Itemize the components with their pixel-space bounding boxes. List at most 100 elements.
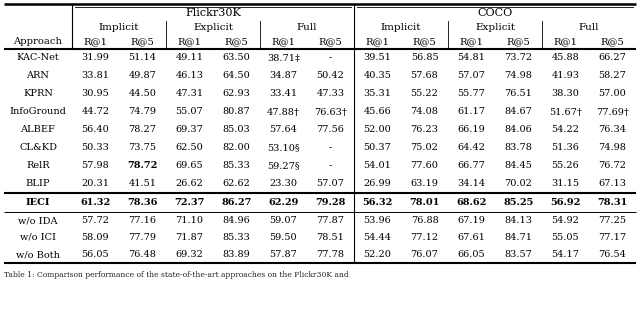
Text: 38.71‡: 38.71‡	[267, 53, 300, 62]
Text: Explicit: Explicit	[475, 24, 515, 33]
Text: R@1: R@1	[460, 38, 483, 46]
Text: KPRN: KPRN	[23, 90, 53, 99]
Text: 40.35: 40.35	[364, 71, 392, 80]
Text: 64.50: 64.50	[223, 71, 250, 80]
Text: 73.72: 73.72	[504, 53, 532, 62]
Text: 66.77: 66.77	[458, 161, 485, 171]
Text: 54.01: 54.01	[364, 161, 392, 171]
Text: 51.14: 51.14	[129, 53, 157, 62]
Text: 56.85: 56.85	[411, 53, 438, 62]
Text: 59.50: 59.50	[269, 233, 298, 242]
Text: 79.28: 79.28	[316, 198, 346, 207]
Text: 34.87: 34.87	[269, 71, 298, 80]
Text: 69.65: 69.65	[176, 161, 204, 171]
Text: 57.07: 57.07	[458, 71, 485, 80]
Text: R@1: R@1	[365, 38, 390, 46]
Text: 63.19: 63.19	[411, 180, 438, 189]
Text: 31.15: 31.15	[552, 180, 579, 189]
Text: 69.32: 69.32	[175, 250, 204, 259]
Text: 84.45: 84.45	[504, 161, 532, 171]
Text: 26.99: 26.99	[364, 180, 392, 189]
Text: 54.22: 54.22	[552, 125, 579, 134]
Text: 35.31: 35.31	[364, 90, 392, 99]
Text: 45.88: 45.88	[552, 53, 579, 62]
Text: 66.05: 66.05	[458, 250, 485, 259]
Text: 54.92: 54.92	[552, 216, 579, 225]
Text: ALBEF: ALBEF	[20, 125, 56, 134]
Text: 80.87: 80.87	[223, 108, 250, 117]
Text: 47.88†: 47.88†	[267, 108, 300, 117]
Text: 55.26: 55.26	[552, 161, 579, 171]
Text: 61.32: 61.32	[81, 198, 111, 207]
Text: 59.07: 59.07	[269, 216, 298, 225]
Text: 55.07: 55.07	[175, 108, 204, 117]
Text: 77.16: 77.16	[129, 216, 157, 225]
Text: 77.60: 77.60	[411, 161, 438, 171]
Text: R@5: R@5	[319, 38, 342, 46]
Text: 85.33: 85.33	[223, 161, 250, 171]
Text: 76.88: 76.88	[411, 216, 438, 225]
Text: 23.30: 23.30	[269, 180, 298, 189]
Text: Implicit: Implicit	[99, 24, 140, 33]
Text: 41.93: 41.93	[552, 71, 579, 80]
Text: InfoGround: InfoGround	[10, 108, 67, 117]
Text: Flickr30K: Flickr30K	[185, 8, 241, 18]
Text: 45.66: 45.66	[364, 108, 392, 117]
Text: 41.51: 41.51	[129, 180, 157, 189]
Text: 83.57: 83.57	[504, 250, 532, 259]
Text: 51.67†: 51.67†	[549, 108, 582, 117]
Text: ARN: ARN	[27, 71, 49, 80]
Text: 77.79: 77.79	[129, 233, 157, 242]
Text: 61.17: 61.17	[458, 108, 486, 117]
Text: w/o IDA: w/o IDA	[19, 216, 58, 225]
Text: 57.00: 57.00	[598, 90, 627, 99]
Text: -: -	[329, 53, 332, 62]
Text: 84.71: 84.71	[504, 233, 532, 242]
Text: 71.10: 71.10	[175, 216, 204, 225]
Text: -: -	[329, 161, 332, 171]
Text: 67.19: 67.19	[458, 216, 485, 225]
Text: 83.78: 83.78	[504, 143, 532, 152]
Text: 47.33: 47.33	[316, 90, 344, 99]
Text: 78.51: 78.51	[317, 233, 344, 242]
Text: 66.19: 66.19	[458, 125, 485, 134]
Text: 57.64: 57.64	[269, 125, 298, 134]
Text: 84.06: 84.06	[504, 125, 532, 134]
Text: 56.05: 56.05	[82, 250, 109, 259]
Text: 51.36: 51.36	[552, 143, 579, 152]
Text: Implicit: Implicit	[381, 24, 421, 33]
Text: KAC-Net: KAC-Net	[17, 53, 60, 62]
Text: R@5: R@5	[413, 38, 436, 46]
Text: 78.27: 78.27	[129, 125, 157, 134]
Text: 78.72: 78.72	[127, 161, 157, 171]
Text: 56.32: 56.32	[362, 198, 393, 207]
Text: 50.37: 50.37	[364, 143, 392, 152]
Text: 66.27: 66.27	[598, 53, 627, 62]
Text: R@5: R@5	[507, 38, 531, 46]
Text: 47.31: 47.31	[175, 90, 204, 99]
Text: 85.03: 85.03	[223, 125, 250, 134]
Text: 76.51: 76.51	[504, 90, 532, 99]
Text: 74.98: 74.98	[504, 71, 532, 80]
Text: Full: Full	[297, 24, 317, 33]
Text: 62.50: 62.50	[175, 143, 204, 152]
Text: 33.41: 33.41	[269, 90, 298, 99]
Text: 77.12: 77.12	[410, 233, 438, 242]
Text: 38.30: 38.30	[552, 90, 579, 99]
Text: R@5: R@5	[600, 38, 625, 46]
Text: BLIP: BLIP	[26, 180, 51, 189]
Text: 53.96: 53.96	[364, 216, 392, 225]
Text: 74.79: 74.79	[129, 108, 157, 117]
Text: 72.37: 72.37	[174, 198, 205, 207]
Text: 56.92: 56.92	[550, 198, 580, 207]
Text: 52.00: 52.00	[364, 125, 392, 134]
Text: 85.33: 85.33	[223, 233, 250, 242]
Text: 77.56: 77.56	[317, 125, 344, 134]
Text: 57.72: 57.72	[81, 216, 109, 225]
Text: 78.31: 78.31	[597, 198, 628, 207]
Text: 39.51: 39.51	[364, 53, 392, 62]
Text: w/o ICI: w/o ICI	[20, 233, 56, 242]
Text: 55.77: 55.77	[458, 90, 485, 99]
Text: 49.11: 49.11	[175, 53, 204, 62]
Text: 78.36: 78.36	[127, 198, 157, 207]
